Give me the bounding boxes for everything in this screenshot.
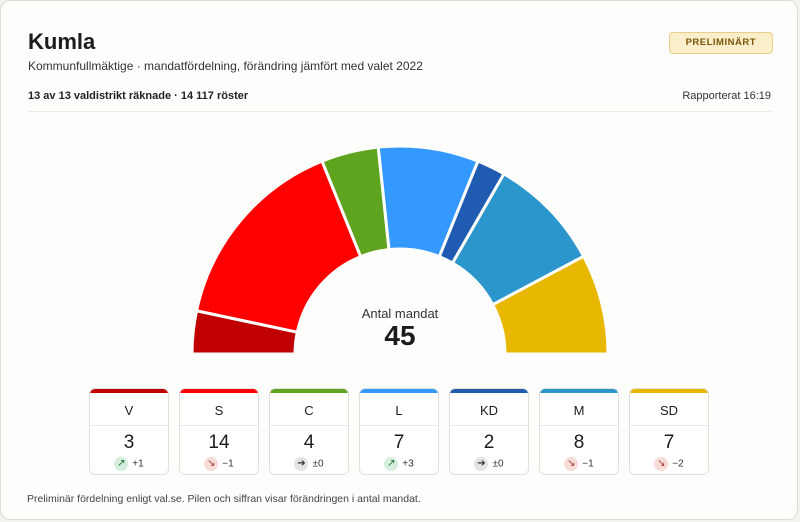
reported-time: Rapporterat 16:19 bbox=[682, 90, 771, 102]
trend-same-icon: ➔ bbox=[294, 457, 309, 471]
change-value: −1 bbox=[222, 458, 234, 470]
party-color-bar bbox=[540, 389, 618, 393]
party-color-bar bbox=[630, 389, 708, 393]
tile-divider bbox=[90, 425, 168, 426]
party-color-bar bbox=[360, 389, 438, 393]
party-seat-change: ➔ ±0 bbox=[270, 457, 348, 471]
trend-down-icon: ↘ bbox=[654, 457, 669, 471]
trend-down-icon: ↘ bbox=[204, 457, 219, 471]
party-seat-count: 4 bbox=[303, 432, 315, 453]
party-abbreviation: SD bbox=[659, 403, 679, 418]
party-abbreviation: V bbox=[124, 403, 134, 418]
party-seat-count: 2 bbox=[483, 432, 495, 453]
party-seat-change: ↘ −1 bbox=[180, 457, 258, 471]
party-tile-c: C 4 ➔ ±0 bbox=[269, 388, 349, 475]
total-seats-value: 45 bbox=[384, 320, 416, 351]
divider bbox=[28, 111, 771, 112]
party-seat-count: 7 bbox=[393, 432, 405, 453]
party-tile-sd: SD 7 ↘ −2 bbox=[629, 388, 709, 475]
tile-divider bbox=[540, 425, 618, 426]
party-tile-v: V 3 ↗ +1 bbox=[89, 388, 169, 475]
tile-divider bbox=[270, 425, 348, 426]
party-color-bar bbox=[270, 389, 348, 393]
tile-divider bbox=[630, 425, 708, 426]
party-abbreviation: C bbox=[304, 403, 314, 418]
change-value: ±0 bbox=[492, 458, 504, 470]
party-tile-l: L 7 ↗ +3 bbox=[359, 388, 439, 475]
change-value: +3 bbox=[402, 458, 414, 470]
party-color-bar bbox=[450, 389, 528, 393]
party-seat-count: 14 bbox=[208, 432, 230, 453]
party-color-bar bbox=[180, 389, 258, 393]
party-tile-m: M 8 ↘ −1 bbox=[539, 388, 619, 475]
total-seats-label: Antal mandat bbox=[361, 306, 439, 321]
party-tile-s: S 14 ↘ −1 bbox=[179, 388, 259, 475]
trend-up-icon: ↗ bbox=[384, 457, 399, 471]
party-abbreviation: S bbox=[214, 403, 224, 418]
party-seat-count: 7 bbox=[663, 432, 675, 453]
footnote: Preliminär fördelning enligt val.se. Pil… bbox=[27, 493, 421, 505]
party-abbreviation: KD bbox=[479, 403, 499, 418]
page-title: Kumla bbox=[28, 29, 96, 54]
trend-same-icon: ➔ bbox=[474, 457, 489, 471]
tile-divider bbox=[180, 425, 258, 426]
party-seat-change: ↗ +3 bbox=[360, 457, 438, 471]
tile-divider bbox=[360, 425, 438, 426]
status-badge: PRELIMINÄRT bbox=[668, 32, 773, 54]
party-abbreviation: L bbox=[395, 403, 403, 418]
trend-up-icon: ↗ bbox=[114, 457, 129, 471]
seat-segment-sd bbox=[491, 254, 610, 356]
tile-divider bbox=[450, 425, 528, 426]
change-value: +1 bbox=[132, 458, 144, 470]
party-color-bar bbox=[90, 389, 168, 393]
party-seat-count: 3 bbox=[123, 432, 135, 453]
change-value: −2 bbox=[672, 458, 684, 470]
party-seat-count: 8 bbox=[573, 432, 585, 453]
trend-down-icon: ↘ bbox=[564, 457, 579, 471]
party-abbreviation: M bbox=[573, 403, 585, 418]
party-seat-change: ↘ −1 bbox=[540, 457, 618, 471]
party-seat-change: ↗ +1 bbox=[90, 457, 168, 471]
party-seat-change: ➔ ±0 bbox=[450, 457, 528, 471]
change-value: −1 bbox=[582, 458, 594, 470]
party-tile-kd: KD 2 ➔ ±0 bbox=[449, 388, 529, 475]
page-subtitle: Kommunfullmäktige · mandatfördelning, fö… bbox=[28, 59, 423, 73]
change-value: ±0 bbox=[312, 458, 324, 470]
counted-districts: 13 av 13 valdistrikt räknade · 14 117 rö… bbox=[28, 90, 249, 102]
party-seat-change: ↘ −2 bbox=[630, 457, 708, 471]
